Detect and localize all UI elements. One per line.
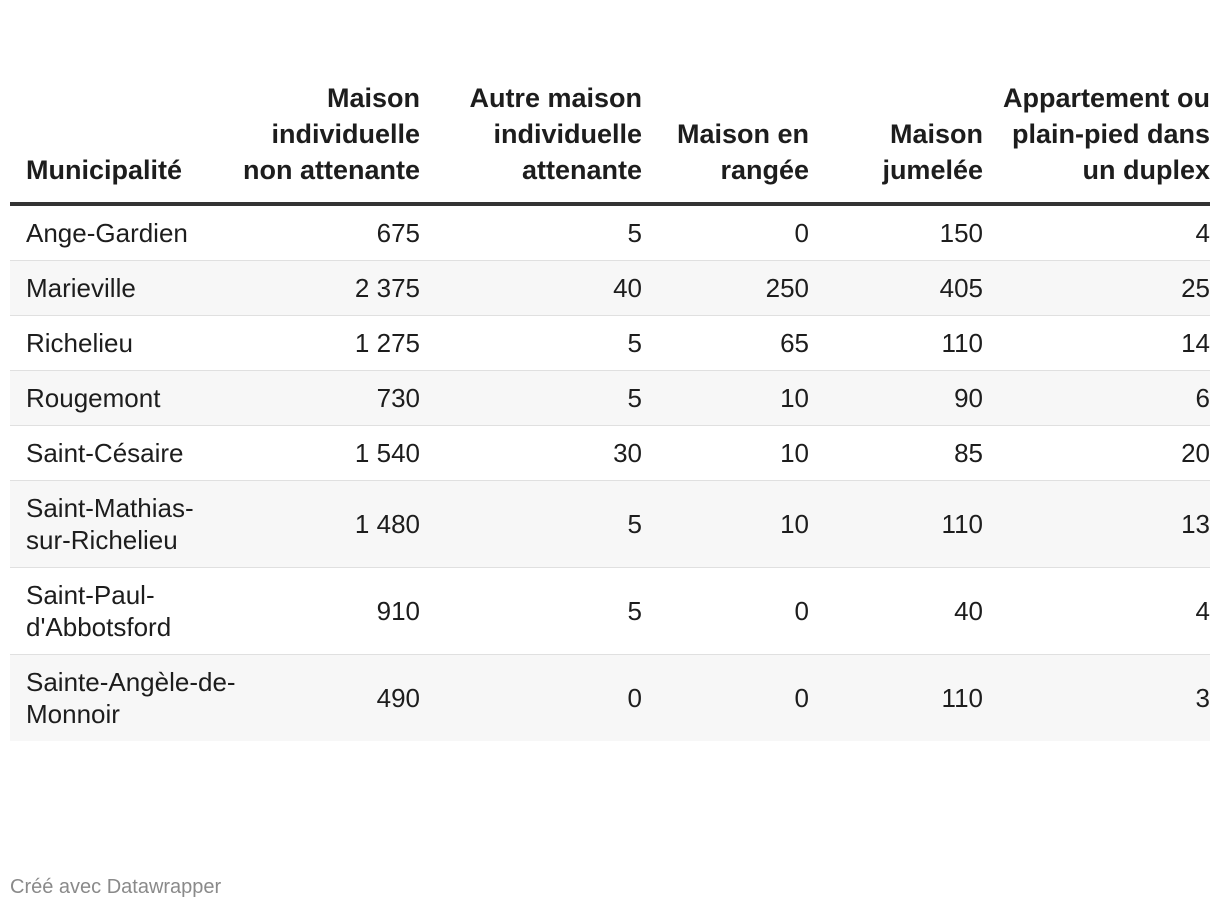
municipality-cell: Saint-Césaire — [10, 425, 238, 481]
column-header[interactable]: Appartement ou plain-pied dans un duplex — [983, 80, 1210, 206]
table-row: Sainte-Angèle-de-Monnoir 490 0 0 110 3 — [10, 654, 1210, 741]
table-row: Marieville 2 375 40 250 405 25 — [10, 260, 1210, 316]
value-cell: 0 — [642, 567, 809, 655]
table-row: Saint-Mathias-sur-Richelieu 1 480 5 10 110 13 — [10, 480, 1210, 568]
value-cell: 0 — [642, 654, 809, 741]
column-header[interactable]: Maison en rangée — [642, 80, 809, 206]
value-cell: 10 — [642, 425, 809, 481]
value-cell: 730 — [238, 370, 420, 426]
value-cell: 490 — [238, 654, 420, 741]
municipality-cell: Richelieu — [10, 315, 238, 371]
value-cell: 4 — [983, 204, 1210, 261]
header-row: Municipalité Maison individuelle non att… — [10, 80, 1210, 206]
municipality-cell: Saint-Mathias-sur-Richelieu — [10, 480, 238, 568]
value-cell: 1 480 — [238, 480, 420, 568]
value-cell: 110 — [809, 654, 983, 741]
value-cell: 250 — [642, 260, 809, 316]
value-cell: 40 — [420, 260, 642, 316]
value-cell: 40 — [809, 567, 983, 655]
value-cell: 5 — [420, 480, 642, 568]
value-cell: 110 — [809, 315, 983, 371]
value-cell: 150 — [809, 204, 983, 261]
value-cell: 85 — [809, 425, 983, 481]
table-row: Rougemont 730 5 10 90 6 — [10, 370, 1210, 426]
value-cell: 675 — [238, 204, 420, 261]
column-header[interactable]: Autre maison individuelle attenante — [420, 80, 642, 206]
value-cell: 2 375 — [238, 260, 420, 316]
table-body: Ange-Gardien 675 5 0 150 4 Marieville 2 375 40 25… — [10, 204, 1210, 741]
value-cell: 14 — [983, 315, 1210, 371]
value-cell: 5 — [420, 370, 642, 426]
value-cell: 4 — [983, 567, 1210, 655]
value-cell: 0 — [642, 204, 809, 261]
value-cell: 20 — [983, 425, 1210, 481]
value-cell: 5 — [420, 204, 642, 261]
value-cell: 405 — [809, 260, 983, 316]
column-header[interactable]: Maison individuelle non attenante — [238, 80, 420, 206]
value-cell: 910 — [238, 567, 420, 655]
value-cell: 30 — [420, 425, 642, 481]
table-row: Saint-Paul-d'Abbotsford 910 5 0 40 4 — [10, 567, 1210, 655]
municipality-cell: Saint-Paul-d'Abbotsford — [10, 567, 238, 655]
credit-text: Créé avec Datawrapper — [10, 876, 222, 898]
value-cell: 5 — [420, 567, 642, 655]
municipality-cell: Ange-Gardien — [10, 204, 238, 261]
value-cell: 0 — [420, 654, 642, 741]
municipality-cell: Marieville — [10, 260, 238, 316]
value-cell: 10 — [642, 370, 809, 426]
value-cell: 3 — [983, 654, 1210, 741]
value-cell: 110 — [809, 480, 983, 568]
value-cell: 1 275 — [238, 315, 420, 371]
value-cell: 13 — [983, 480, 1210, 568]
value-cell: 1 540 — [238, 425, 420, 481]
value-cell: 5 — [420, 315, 642, 371]
table-row: Richelieu 1 275 5 65 110 14 — [10, 315, 1210, 371]
value-cell: 65 — [642, 315, 809, 371]
data-table: Municipalité Maison individuelle non att… — [10, 80, 1210, 741]
value-cell: 25 — [983, 260, 1210, 316]
table-row: Ange-Gardien 675 5 0 150 4 — [10, 204, 1210, 261]
table-container: Municipalité Maison individuelle non att… — [10, 0, 1210, 912]
value-cell: 6 — [983, 370, 1210, 426]
column-header[interactable]: Maison jumelée — [809, 80, 983, 206]
municipality-cell: Sainte-Angèle-de-Monnoir — [10, 654, 238, 741]
table-row: Saint-Césaire 1 540 30 10 85 20 — [10, 425, 1210, 481]
column-header[interactable]: Municipalité — [10, 80, 238, 206]
municipality-cell: Rougemont — [10, 370, 238, 426]
value-cell: 90 — [809, 370, 983, 426]
value-cell: 10 — [642, 480, 809, 568]
